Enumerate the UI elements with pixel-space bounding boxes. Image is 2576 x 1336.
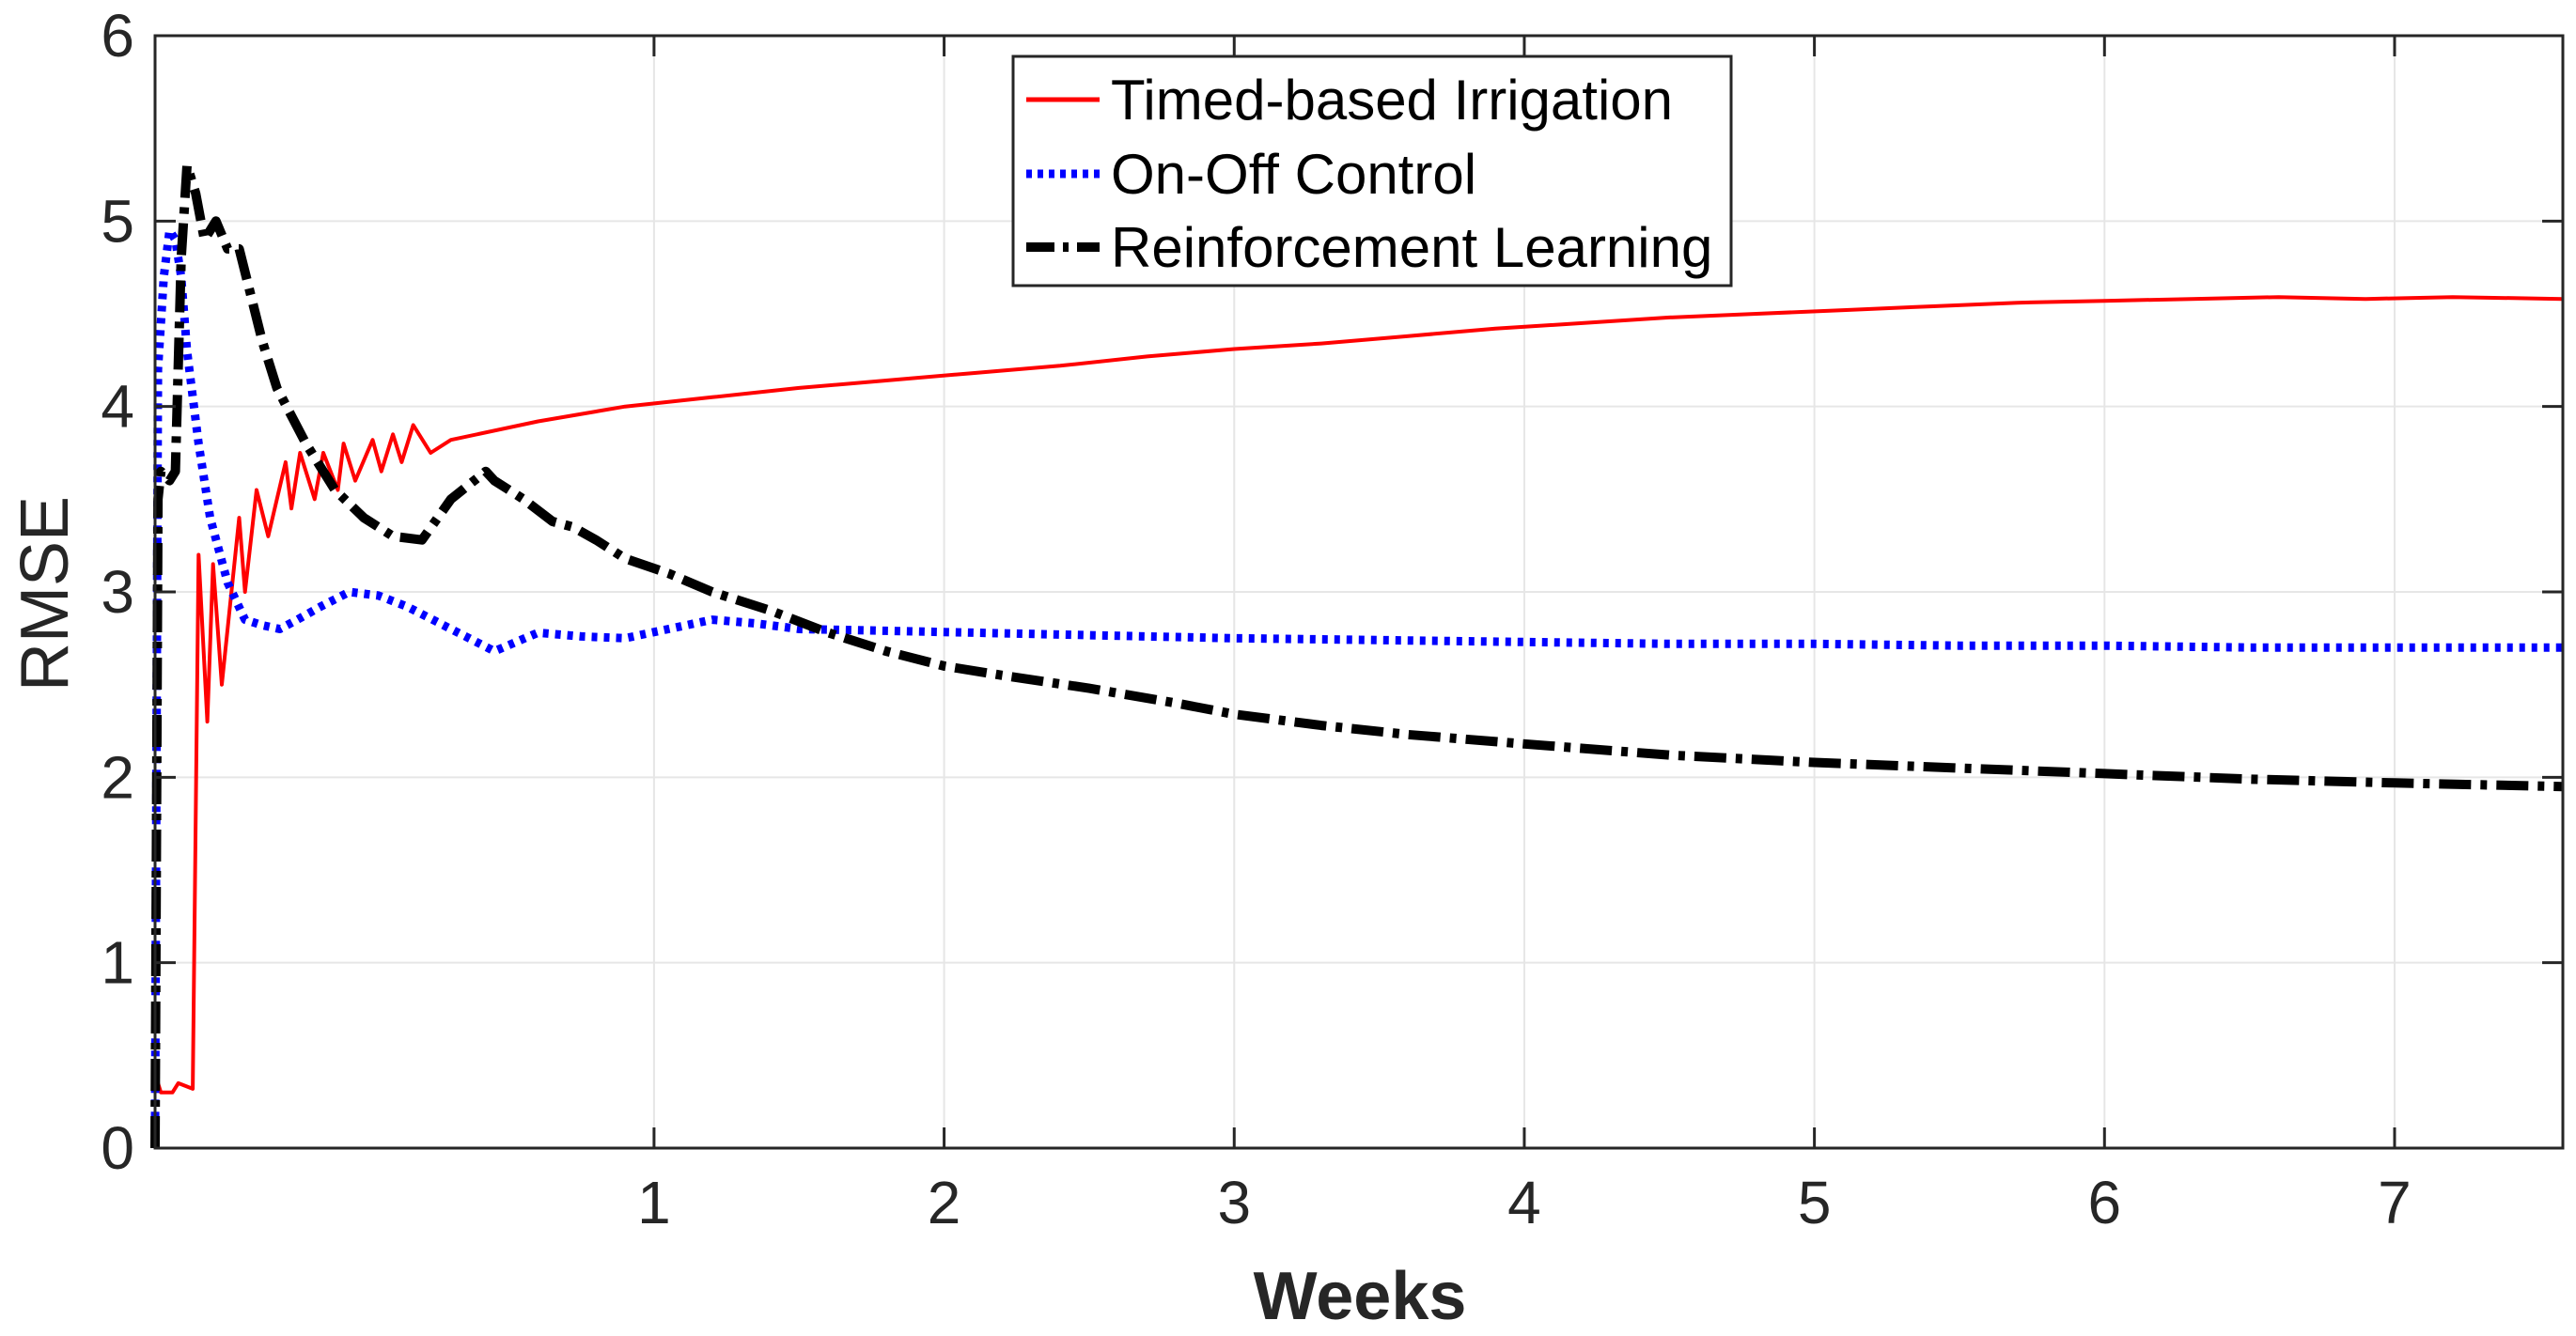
x-tick-label: 6 (2087, 1169, 2121, 1236)
y-tick-label: 4 (101, 373, 134, 441)
axis-ticks: 1 2 3 4 5 6 7 0 1 2 3 4 5 6 (101, 2, 2563, 1236)
y-tick-label: 3 (101, 558, 134, 626)
legend-box (1011, 54, 1733, 287)
x-tick-label: 2 (928, 1169, 961, 1236)
y-tick-label: 0 (101, 1114, 134, 1182)
legend-label-timed: Timed-based Irrigation (1111, 69, 1673, 132)
y-tick-label: 5 (101, 187, 134, 255)
y-tick-label: 6 (101, 2, 134, 70)
y-tick-label: 2 (101, 743, 134, 811)
legend: Timed-based Irrigation On-Off Control Re… (1011, 54, 1733, 287)
legend-label-onoff: On-Off Control (1111, 143, 1476, 206)
x-tick-label: 4 (1507, 1169, 1541, 1236)
legend-label-rl: Reinforcement Learning (1111, 216, 1712, 279)
series-line-timed-based-irrigation (153, 295, 2564, 1095)
y-tick-label: 1 (101, 929, 134, 997)
y-axis-title: RMSE (8, 496, 83, 691)
x-tick-label: 7 (2378, 1169, 2412, 1236)
x-tick-label: 1 (637, 1169, 671, 1236)
x-tick-label: 3 (1217, 1169, 1251, 1236)
x-tick-label: 5 (1798, 1169, 1832, 1236)
x-axis-title: Weeks (1254, 1259, 1467, 1334)
series-group (150, 161, 2564, 1149)
series-line-reinforcement-learning (150, 161, 2564, 1149)
